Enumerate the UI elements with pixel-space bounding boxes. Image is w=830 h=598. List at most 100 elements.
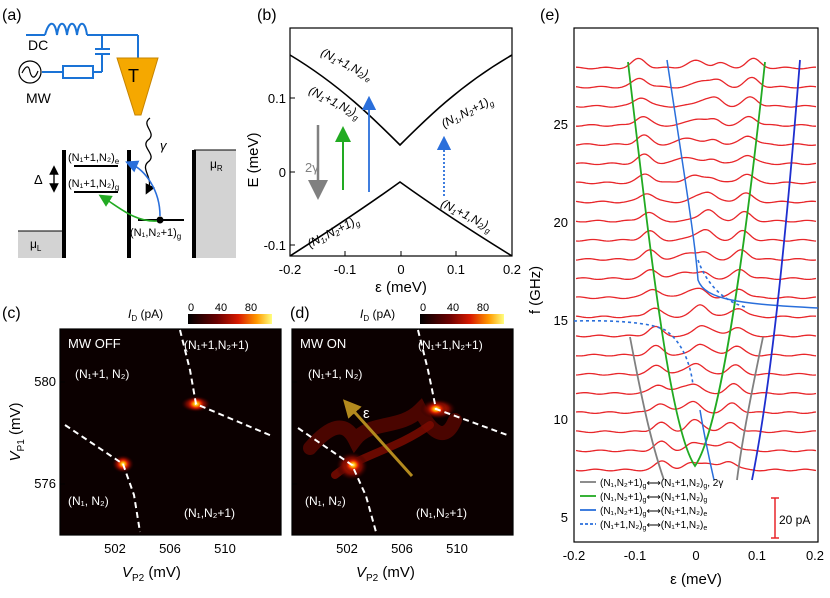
trace-15	[575, 343, 817, 357]
legend-entry-3: (N₁+1,N₂)g⟷(N₁+1,N₂)e	[600, 520, 707, 532]
tip-label: T	[128, 66, 139, 86]
c-xtick-0: 502	[104, 541, 126, 556]
panel-e-label: (e)	[540, 7, 560, 24]
d-boundary-bottom	[297, 427, 377, 533]
panel-a-label: (a)	[2, 7, 22, 24]
trace-20	[575, 440, 817, 453]
c-xtick-1: 506	[159, 541, 181, 556]
e-ytick-1: 20	[554, 215, 568, 230]
lower-branch-curve	[289, 181, 513, 257]
b-label-n2-left: (N1,N2+1)g	[305, 213, 362, 253]
b-label-ne-g-right: (N1+1,N2)g	[438, 196, 495, 236]
stm-tip-icon	[116, 57, 159, 116]
b-ytick-0: 0.1	[268, 91, 286, 106]
trace-4	[575, 134, 817, 147]
c-ytick-2: 576	[34, 476, 56, 491]
gamma-label: γ	[160, 138, 168, 153]
d-region-bl: (N₁, N₂)	[305, 494, 346, 508]
c-region-br: (N₁,N₂+1)	[184, 506, 235, 520]
d-colorbar	[420, 314, 504, 324]
trace-11	[575, 268, 817, 281]
trace-2	[575, 96, 817, 108]
circuit	[26, 22, 139, 79]
d-region-tr: (N₁+1,N₂+1)	[418, 338, 483, 352]
delta-label: Δ	[34, 172, 43, 187]
c-region-tr: (N₁+1,N₂+1)	[184, 338, 249, 352]
b-xlabel: ε (meV)	[375, 279, 427, 296]
panel-d: (d) ID (pA) 0 40 80 ε MW ON (N₁+1,N₂+1) …	[290, 302, 514, 584]
c-xtick-2: 510	[214, 541, 236, 556]
d-title: MW ON	[300, 336, 346, 351]
b-label-n2-right: (N1,N2+1)g	[439, 93, 496, 133]
b-xtick-0: -0.2	[279, 262, 301, 277]
panel-e-legend: (N₁,N₂+1)g⟷(N₁+1,N₂)g, 2γ (N₁,N₂+1)g⟷(N₁+…	[580, 478, 723, 532]
panel-b-label: (b)	[257, 7, 277, 24]
trace-16	[575, 362, 817, 376]
panel-a: (a) DC MW T γ	[2, 7, 236, 258]
d-region-tl: (N₁+1, N₂)	[308, 367, 362, 381]
b-ytick-2: -0.1	[264, 238, 286, 253]
scale-bar-label: 20 pA	[779, 513, 810, 527]
trace-19	[575, 418, 816, 434]
c-heatmap	[59, 328, 282, 536]
e-ytick-2: 15	[554, 313, 568, 328]
d-region-br: (N₁,N₂+1)	[416, 506, 467, 520]
panel-e: (e) 20 pA (N₁,N₂+1)g⟷(N₁+1,N₂)g, 2γ(N₁,N…	[527, 7, 824, 588]
blue-dotted-upper	[697, 259, 746, 308]
trace-8	[575, 209, 817, 223]
legend-entry-2: (N₁,N₂+1)g⟷(N₁+1,N₂)e	[600, 506, 707, 518]
e-ytick-0: 25	[554, 117, 568, 132]
d-xtick-1: 506	[391, 541, 413, 556]
c-colorbar	[188, 314, 272, 324]
c-cbar-tick-1: 40	[215, 302, 227, 314]
upper-branch-curve	[289, 54, 513, 147]
panel-d-label: (d)	[290, 305, 310, 322]
trace-0	[575, 57, 816, 70]
c-region-tl: (N₁+1, N₂)	[75, 367, 129, 381]
trace-10	[575, 249, 817, 261]
trace-13	[575, 304, 817, 319]
blue-dotted-curve	[573, 319, 694, 386]
state-excited-label: (N₁+1,N₂)e	[68, 152, 120, 166]
mw-label: MW	[26, 90, 52, 106]
c-xlabel: VP2 (mV)	[122, 564, 181, 584]
c-ytick-0: 580	[34, 374, 56, 389]
panel-b: (b) 2γ (N1+1,N2)e (N1+1,N2)g (N1,N2+1)g …	[245, 7, 521, 296]
b-ylabel: E (meV)	[245, 132, 262, 187]
sine-icon	[21, 66, 39, 78]
e-xlabel: ε (meV)	[670, 571, 722, 588]
state-right-label: (N₁,N₂+1)g	[130, 227, 181, 241]
trace-18	[575, 400, 817, 415]
c-title: MW OFF	[68, 336, 121, 351]
c-cbar-tick-2: 80	[245, 302, 257, 314]
e-ylabel: f (GHz)	[527, 266, 544, 314]
panel-e-axes	[573, 27, 819, 543]
lead-left	[18, 231, 62, 258]
panel-e-traces	[575, 57, 817, 472]
d-xtick-0: 502	[336, 541, 358, 556]
b-xtick-4: 0.2	[503, 262, 521, 277]
c-boundary-top	[179, 329, 273, 437]
d-epsilon-label: ε	[363, 405, 370, 422]
lead-right	[194, 150, 236, 258]
tunneling-arrow	[144, 117, 155, 195]
d-glow-band	[303, 398, 462, 455]
b-xtick-3: 0.1	[447, 262, 465, 277]
e-ytick-3: 10	[554, 412, 568, 427]
c-region-bl: (N₁, N₂)	[68, 494, 109, 508]
d-cbar-tick-2: 80	[477, 302, 489, 314]
panel-c: (c) ID (pA) 0 40 80 MW OFF (N₁+1,N₂+1) (…	[2, 302, 282, 584]
dc-label: DC	[28, 37, 48, 53]
d-xtick-2: 510	[446, 541, 468, 556]
trace-6	[576, 173, 817, 185]
e-xtick-2: 0	[692, 548, 699, 563]
e-xtick-4: 0.2	[806, 548, 824, 563]
c-ylabel: VP1 (mV)	[7, 403, 27, 462]
legend-entry-1: (N₁,N₂+1)g⟷(N₁+1,N₂)g	[600, 492, 707, 504]
b-xtick-2: 0	[397, 262, 404, 277]
two-gamma-label: 2γ	[305, 160, 319, 175]
d-cbar-tick-1: 40	[447, 302, 459, 314]
mu-r-label: μR	[210, 157, 223, 173]
dark-blue-transition-curve	[751, 59, 801, 481]
